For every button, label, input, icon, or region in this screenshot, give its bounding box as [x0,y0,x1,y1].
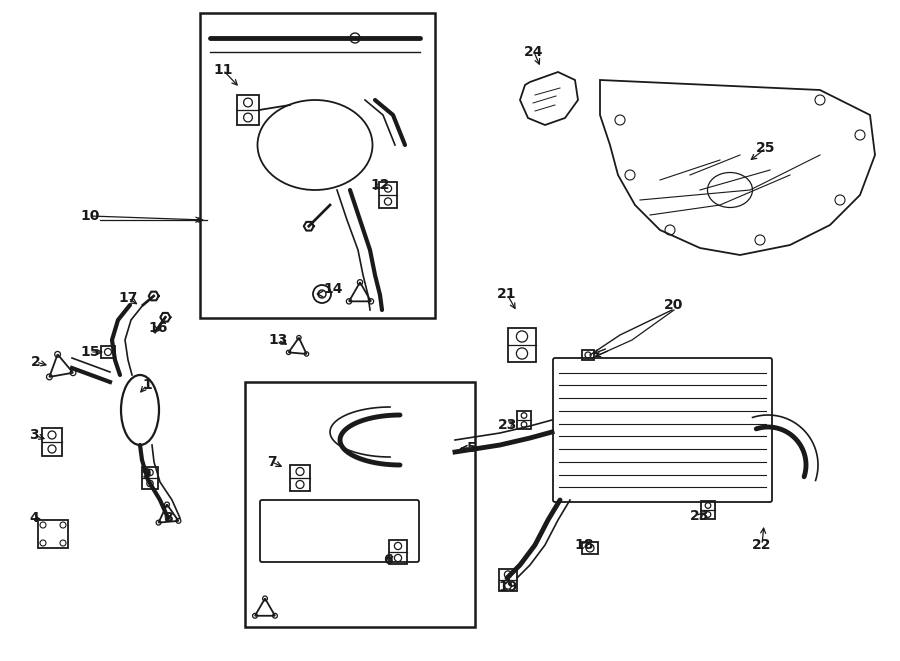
Bar [389,540,407,564]
Text: 13: 13 [268,333,288,347]
Text: 7: 7 [267,455,277,469]
Text: 6: 6 [383,553,392,567]
Bar [290,465,310,491]
Text: 1: 1 [142,378,152,392]
Bar [245,382,475,627]
Text: 14: 14 [323,282,343,296]
Bar [499,569,517,591]
Text: 20: 20 [664,298,684,312]
Text: 16: 16 [148,321,167,335]
Bar [508,328,536,362]
Text: 24: 24 [524,45,544,59]
Circle shape [350,33,360,43]
Bar [701,501,715,519]
Text: 2: 2 [32,355,40,369]
Bar [200,13,435,318]
Text: 19: 19 [499,580,517,594]
Text: 21: 21 [497,287,517,301]
Text: 9: 9 [141,467,151,481]
Bar [379,182,397,208]
Text: 17: 17 [118,291,138,305]
Text: 11: 11 [213,63,233,77]
Bar [101,346,115,358]
Text: 12: 12 [370,178,390,192]
Bar [237,95,259,125]
Text: 23: 23 [690,509,710,523]
Text: 8: 8 [163,511,173,525]
Text: 10: 10 [80,209,100,223]
Text: 4: 4 [29,511,39,525]
Bar [582,350,594,360]
Bar [42,428,62,456]
Text: 3: 3 [29,428,39,442]
Text: 25: 25 [756,141,776,155]
Bar [582,541,598,555]
Text: 5: 5 [467,441,477,455]
Text: 18: 18 [574,538,594,552]
Text: 15: 15 [80,345,100,359]
Text: 23: 23 [499,418,517,432]
Bar [142,467,158,489]
Bar [517,411,531,429]
Text: 22: 22 [752,538,772,552]
